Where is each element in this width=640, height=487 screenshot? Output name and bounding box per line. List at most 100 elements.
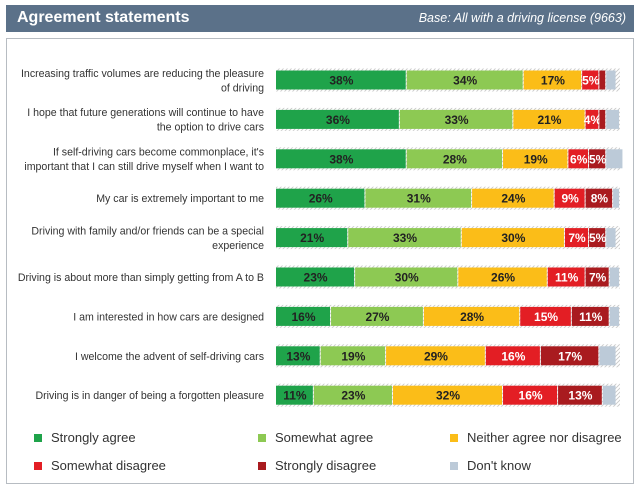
bar-segment-somewhat_agree — [365, 188, 472, 208]
bar-segment-neither — [392, 385, 503, 405]
bar-segment-dont_know — [609, 306, 619, 326]
bar-segment-strongly_agree — [276, 267, 355, 287]
bar-segment-strongly_disagree — [599, 109, 606, 129]
data-label: 23% — [341, 389, 365, 403]
bar-segment-strongly_agree — [276, 109, 399, 129]
data-label: 17% — [558, 349, 582, 363]
bar-segment-somewhat_agree — [313, 385, 392, 405]
data-label: 5% — [589, 231, 607, 245]
category-label: I hope that future generations will cont… — [27, 107, 264, 133]
category-label: Driving with family and/or friends can b… — [31, 225, 264, 252]
legend-label: Neither agree nor disagree — [467, 430, 622, 445]
bar-segment-somewhat_agree — [406, 149, 503, 169]
bar-segment-somewhat_disagree — [503, 385, 558, 405]
bar-segment-neither — [458, 267, 547, 287]
bar-segment-strongly_agree — [276, 149, 406, 169]
bar-segment-dont_know — [599, 346, 616, 366]
data-label: 5% — [589, 152, 607, 166]
bar-segment-dont_know — [606, 149, 623, 169]
bar-segment-strongly_disagree — [540, 346, 599, 366]
data-label: 38% — [329, 74, 353, 88]
data-label: 11% — [555, 271, 579, 285]
chart-title: Agreement statements — [17, 9, 190, 26]
data-label: 24% — [501, 192, 525, 206]
bar-segment-somewhat_agree — [331, 306, 423, 326]
data-label: 5% — [582, 74, 600, 88]
bar-segment-dont_know — [606, 109, 619, 129]
data-label: 9% — [561, 192, 579, 206]
data-label: 31% — [407, 192, 431, 206]
bar-segment-strongly_agree — [276, 228, 348, 248]
bar-segment-strongly_disagree — [585, 188, 613, 208]
bar-segment-somewhat_agree — [320, 346, 386, 366]
bar-segment-somewhat_disagree — [520, 306, 571, 326]
bar-segment-dont_know — [609, 267, 619, 287]
data-label: 21% — [537, 113, 561, 127]
bar-segment-somewhat_disagree — [485, 346, 540, 366]
bar-segment-strongly_disagree — [599, 70, 606, 90]
data-label: 16% — [292, 310, 316, 324]
data-label: 15% — [534, 310, 558, 324]
legend-swatch — [34, 462, 42, 470]
data-label: 28% — [443, 152, 467, 166]
bar-segment-strongly_disagree — [585, 267, 609, 287]
bar-segment-somewhat_disagree — [547, 267, 585, 287]
data-label: 26% — [309, 192, 333, 206]
bar-segment-somewhat_disagree — [564, 228, 589, 248]
bar-segment-somewhat_agree — [348, 228, 461, 248]
data-label: 21% — [300, 231, 324, 245]
legend-label: Don't know — [467, 458, 531, 473]
data-label: 34% — [453, 74, 477, 88]
legend-label: Strongly agree — [51, 430, 136, 445]
legend-swatch — [450, 462, 458, 470]
data-label: 32% — [436, 389, 460, 403]
data-label: 17% — [541, 74, 565, 88]
legend-label: Somewhat agree — [275, 430, 374, 445]
chart-header: Agreement statements Base: All with a dr… — [6, 5, 634, 32]
bar-segment-dont_know — [613, 188, 619, 208]
bar-segment-strongly_disagree — [589, 149, 606, 169]
category-label: Driving is in danger of being a forgotte… — [36, 390, 265, 402]
bar-segment-neither — [423, 306, 520, 326]
bar-segment-somewhat_disagree — [554, 188, 585, 208]
bar-segment-neither — [386, 346, 485, 366]
bar-segment-dont_know — [602, 385, 616, 405]
data-label: 7% — [589, 271, 607, 285]
legend-swatch — [258, 434, 266, 442]
bar-segment-dont_know — [606, 70, 616, 90]
legend-label: Strongly disagree — [275, 458, 377, 473]
data-label: 4% — [584, 113, 602, 127]
bar-segment-strongly_disagree — [558, 385, 602, 405]
data-label: 13% — [286, 349, 310, 363]
data-label: 29% — [424, 349, 448, 363]
data-label: 33% — [393, 231, 417, 245]
bar-segment-neither — [523, 70, 582, 90]
data-label: 11% — [283, 389, 307, 403]
legend-swatch — [450, 434, 458, 442]
chart-base-note: Base: All with a driving license (9663) — [418, 11, 626, 25]
data-label: 13% — [568, 389, 592, 403]
data-label: 33% — [445, 113, 469, 127]
data-label: 26% — [491, 271, 515, 285]
data-label: 30% — [395, 271, 419, 285]
category-label: My car is extremely important to me — [96, 193, 264, 205]
bar-segment-somewhat_disagree — [568, 149, 589, 169]
bar-segment-neither — [503, 149, 568, 169]
data-label: 16% — [519, 389, 543, 403]
category-label: I welcome the advent of self-driving car… — [75, 351, 264, 363]
data-label: 30% — [501, 231, 525, 245]
category-label: I am interested in how cars are designed — [73, 311, 264, 323]
bar-segment-somewhat_disagree — [585, 109, 599, 129]
data-label: 19% — [341, 349, 365, 363]
data-label: 8% — [591, 192, 609, 206]
category-label: If self-driving cars become commonplace,… — [24, 147, 264, 174]
bar-segment-strongly_agree — [276, 188, 365, 208]
data-label: 16% — [501, 349, 525, 363]
bar-segment-neither — [513, 109, 585, 129]
bar-segment-somewhat_agree — [406, 70, 523, 90]
data-label: 11% — [579, 310, 603, 324]
bar-segment-strongly_disagree — [589, 228, 606, 248]
bar-segment-dont_know — [606, 228, 616, 248]
data-label: 38% — [329, 152, 353, 166]
